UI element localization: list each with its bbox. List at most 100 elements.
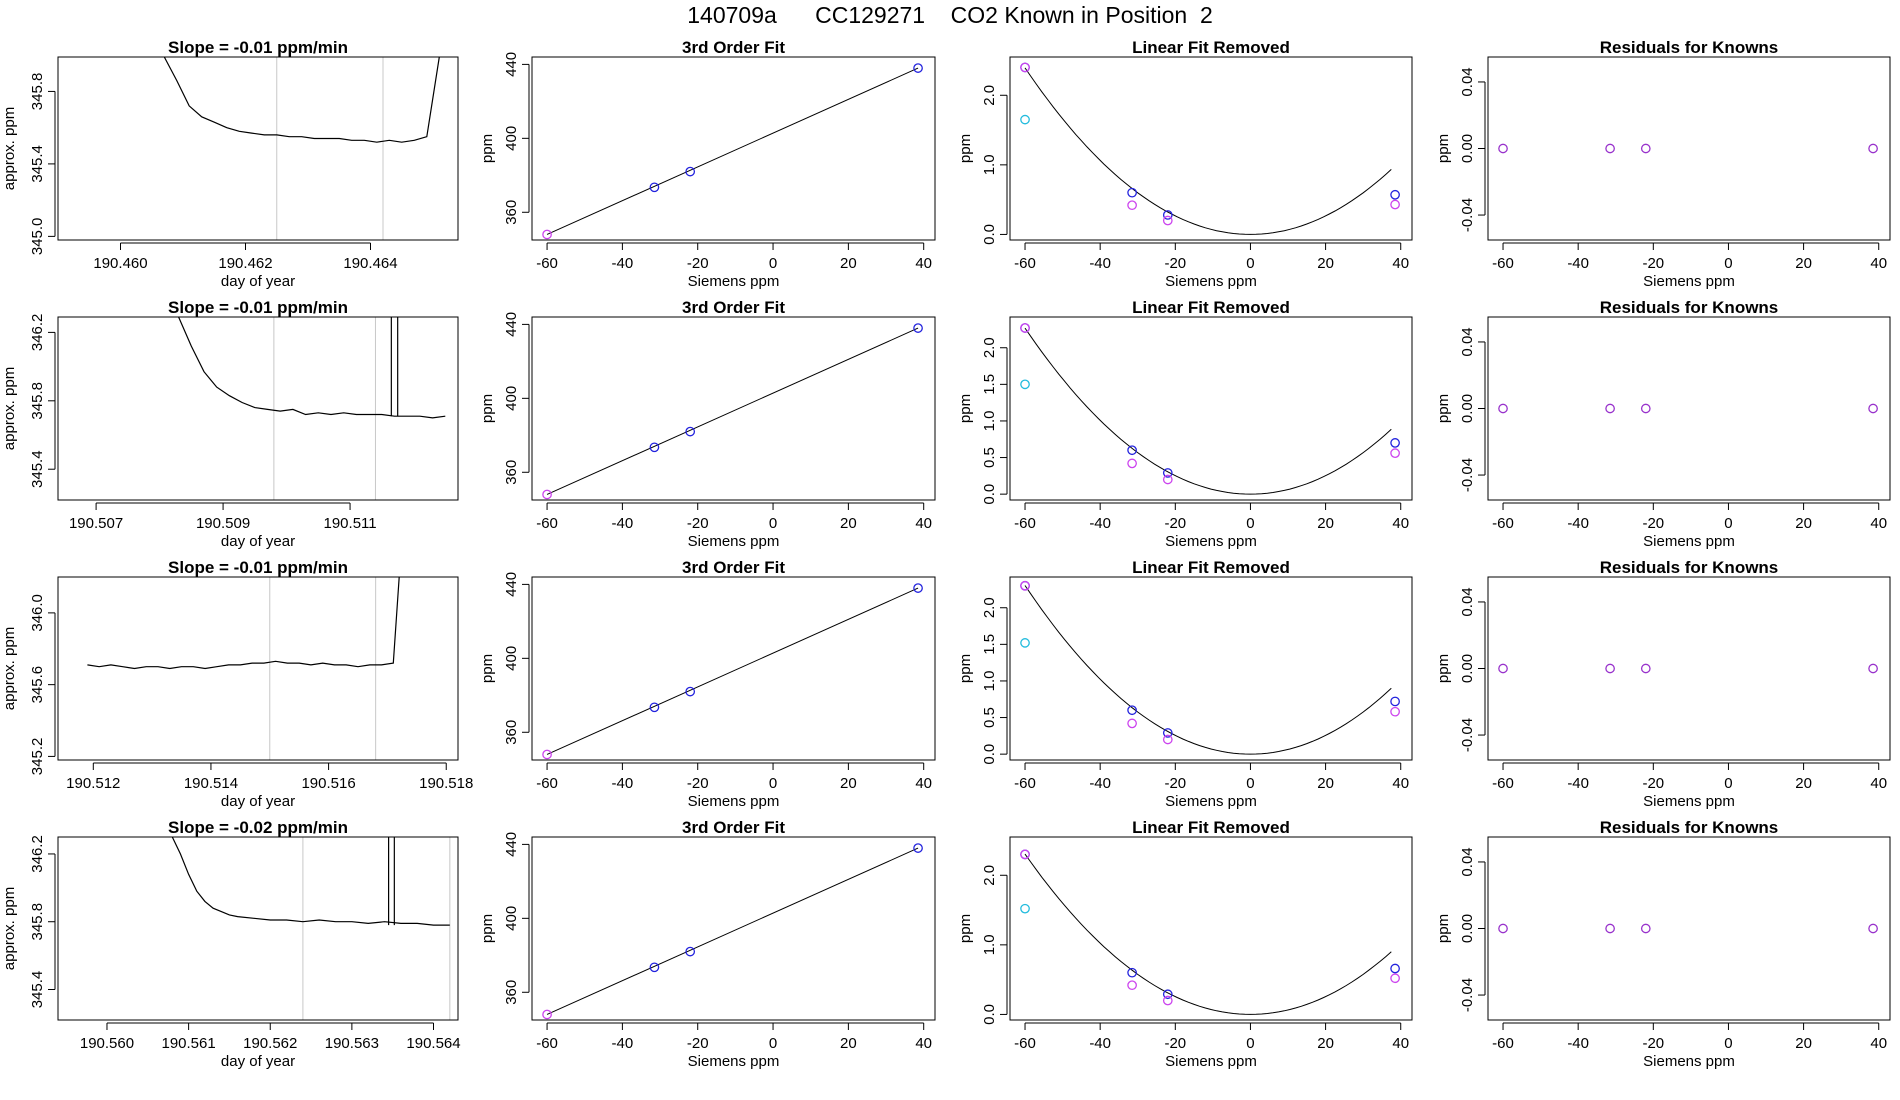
panel-fit-row-4: 3rd Order Fit -60 -40 -20 0 20 40 Siemens ppm 36… xyxy=(479,818,936,1070)
fit-point xyxy=(1127,967,1137,978)
x-tick-label: -60 xyxy=(536,1035,558,1052)
panel-linear-row-4: Linear Fit Removed -60 -40 -20 0 20 40 Siemens … xyxy=(957,818,1413,1070)
x-tick-label: -60 xyxy=(1492,255,1514,272)
y-tick-label: 0.5 xyxy=(981,447,998,468)
panel-title: Linear Fit Removed xyxy=(1132,818,1290,837)
x-axis-label: Siemens ppm xyxy=(688,533,780,550)
panel-data-layer xyxy=(1020,62,1400,235)
residual-point xyxy=(1605,923,1615,934)
y-tick-label: 0.0 xyxy=(981,1004,998,1025)
y-tick-label: -0.04 xyxy=(1459,458,1476,492)
residual-point xyxy=(1640,143,1651,154)
panel-data-layer xyxy=(1498,663,1878,674)
y-tick-label: 400 xyxy=(503,906,520,931)
x-tick-label: 40 xyxy=(1392,515,1409,532)
known-point xyxy=(542,1009,552,1020)
x-axis-label: day of year xyxy=(221,533,295,550)
known-point xyxy=(913,323,923,333)
x-tick-label: -20 xyxy=(687,515,709,532)
residual-point xyxy=(1868,403,1878,414)
x-tick-label: -40 xyxy=(1567,775,1589,792)
y-tick-label: 360 xyxy=(503,460,520,485)
x-tick-label: 190.460 xyxy=(93,255,147,272)
panel-linear-row-2: Linear Fit Removed -60 -40 -20 0 20 40 Siemens … xyxy=(957,298,1413,550)
residual-point xyxy=(1868,923,1878,934)
x-axis-label: Siemens ppm xyxy=(1643,1053,1735,1070)
panel-timeseries-row-1: Slope = -0.01 ppm/min 190.460 190.462 190.4… xyxy=(1,38,459,290)
y-tick-label: 0.00 xyxy=(1459,914,1476,943)
plot-frame xyxy=(57,836,459,1021)
x-tick-label: 190.562 xyxy=(243,1035,297,1052)
panel-title: 3rd Order Fit xyxy=(682,38,785,57)
y-tick-label: 2.0 xyxy=(981,337,998,358)
x-tick-label: -20 xyxy=(1164,515,1186,532)
x-tick-label: -40 xyxy=(612,255,634,272)
plot-frame xyxy=(531,56,936,241)
y-axis-label: ppm xyxy=(479,654,496,683)
raw-point xyxy=(1390,199,1400,210)
plot-frame xyxy=(1487,56,1891,241)
x-tick-label: 40 xyxy=(1870,775,1887,792)
panel-timeseries-row-2: Slope = -0.01 ppm/min 190.507 190.509 190.5… xyxy=(1,298,459,550)
x-tick-label: 0 xyxy=(1246,255,1254,272)
ppm-trace xyxy=(178,317,446,419)
y-tick-label: 1.5 xyxy=(981,634,998,655)
plot-frame xyxy=(531,836,936,1021)
y-axis-label: ppm xyxy=(479,134,496,163)
x-tick-label: -40 xyxy=(1089,1035,1111,1052)
y-tick-label: -0.04 xyxy=(1459,978,1476,1012)
known-point xyxy=(649,962,660,973)
fit-point xyxy=(1162,468,1173,478)
raw-point xyxy=(1020,849,1030,860)
x-tick-label: 0 xyxy=(1246,1035,1254,1052)
x-tick-label: -40 xyxy=(612,775,634,792)
raw-point xyxy=(1162,215,1173,226)
x-axis-label: Siemens ppm xyxy=(1643,793,1735,810)
y-tick-label: 346.2 xyxy=(29,835,46,873)
y-tick-label: 1.5 xyxy=(981,374,998,395)
plot-frame xyxy=(57,316,459,501)
panel-title: Slope = -0.01 ppm/min xyxy=(168,558,348,577)
residual-point xyxy=(1640,923,1651,934)
known-point xyxy=(685,166,696,177)
y-axis-label: ppm xyxy=(957,914,974,943)
x-tick-label: -60 xyxy=(1492,1035,1514,1052)
x-axis-label: Siemens ppm xyxy=(1165,1053,1257,1070)
plot-frame xyxy=(531,576,936,761)
x-tick-label: 20 xyxy=(840,255,857,272)
x-tick-label: 190.509 xyxy=(196,515,250,532)
panel-data-layer xyxy=(542,583,923,760)
known-point xyxy=(913,63,923,73)
ppm-trace xyxy=(171,837,450,926)
plot-frame xyxy=(1009,836,1413,1021)
panel-data-layer xyxy=(542,323,923,500)
panel-title: Residuals for Knowns xyxy=(1600,298,1779,317)
raw-point xyxy=(1127,980,1137,991)
y-tick-label: 345.8 xyxy=(29,903,46,941)
raw-point xyxy=(1162,734,1173,745)
x-tick-label: -20 xyxy=(1642,255,1664,272)
y-axis-label: approx. ppm xyxy=(1,627,18,710)
known-point xyxy=(913,583,923,593)
quadratic-curve xyxy=(1024,853,1392,1015)
residual-point xyxy=(1868,663,1878,674)
raw-point xyxy=(1127,458,1137,469)
panel-timeseries-row-3: Slope = -0.01 ppm/min 190.512 190.514 190.5… xyxy=(1,558,473,810)
x-tick-label: 190.507 xyxy=(69,515,123,532)
panel-title: Slope = -0.01 ppm/min xyxy=(168,38,348,57)
x-tick-label: 40 xyxy=(1392,775,1409,792)
x-tick-label: -60 xyxy=(1492,515,1514,532)
plot-frame xyxy=(57,576,459,761)
x-tick-label: 190.564 xyxy=(406,1035,460,1052)
x-tick-label: 40 xyxy=(915,515,932,532)
x-tick-label: 190.514 xyxy=(184,775,238,792)
x-tick-label: 190.560 xyxy=(80,1035,134,1052)
y-tick-label: 345.2 xyxy=(29,738,46,776)
y-tick-label: 440 xyxy=(503,52,520,77)
y-tick-label: 1.0 xyxy=(981,671,998,692)
x-tick-label: 40 xyxy=(1870,255,1887,272)
x-tick-label: 0 xyxy=(769,515,777,532)
fit-point xyxy=(1390,189,1400,200)
unknown-point xyxy=(1020,114,1030,125)
